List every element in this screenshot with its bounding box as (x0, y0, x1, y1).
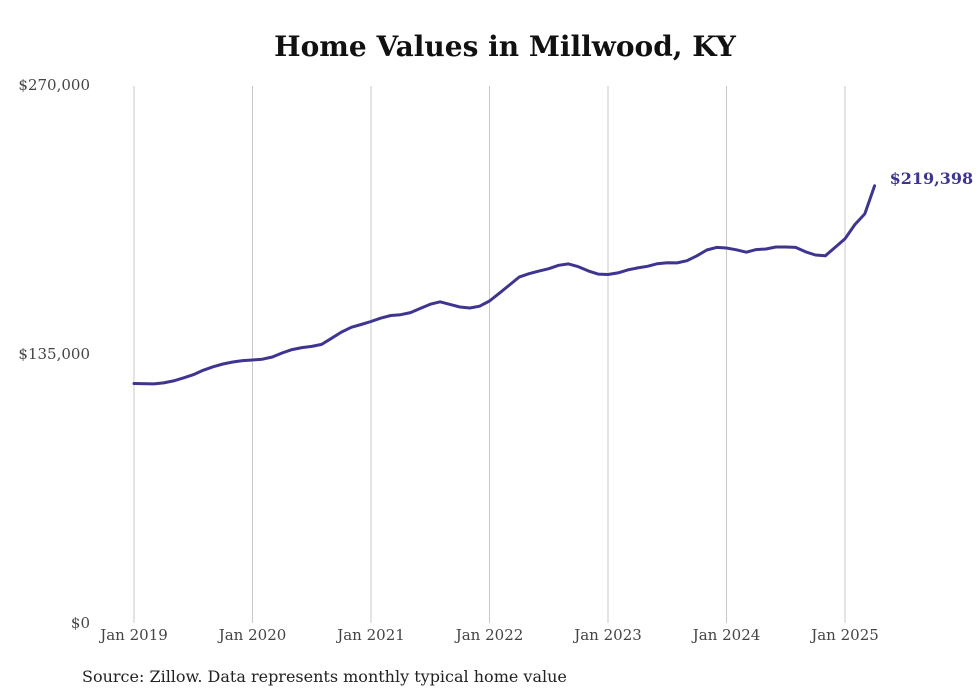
x-axis-ticks: Jan 2019 Jan 2020 Jan 2021 Jan 2022 Jan 2023… (98, 626, 879, 644)
source-note: Source: Zillow. Data represents monthly … (82, 667, 567, 686)
gridlines (133, 86, 846, 623)
x-tick-label: Jan 2020 (217, 626, 287, 644)
x-tick-label: Jan 2019 (98, 626, 168, 644)
y-axis-ticks: $0 $135,000 $270,000 (18, 76, 90, 632)
x-tick-label: Jan 2023 (572, 626, 642, 644)
x-tick-label: Jan 2025 (809, 626, 879, 644)
y-tick-label: $0 (71, 614, 90, 632)
end-value-label: $219,398 (890, 169, 974, 188)
y-tick-label: $270,000 (18, 76, 90, 94)
home-value-line (132, 184, 877, 386)
chart-title: Home Values in Millwood, KY (274, 30, 736, 63)
y-tick-label: $135,000 (18, 345, 90, 363)
x-tick-label: Jan 2024 (691, 626, 761, 644)
x-tick-label: Jan 2021 (335, 626, 405, 644)
x-tick-label: Jan 2022 (454, 626, 524, 644)
